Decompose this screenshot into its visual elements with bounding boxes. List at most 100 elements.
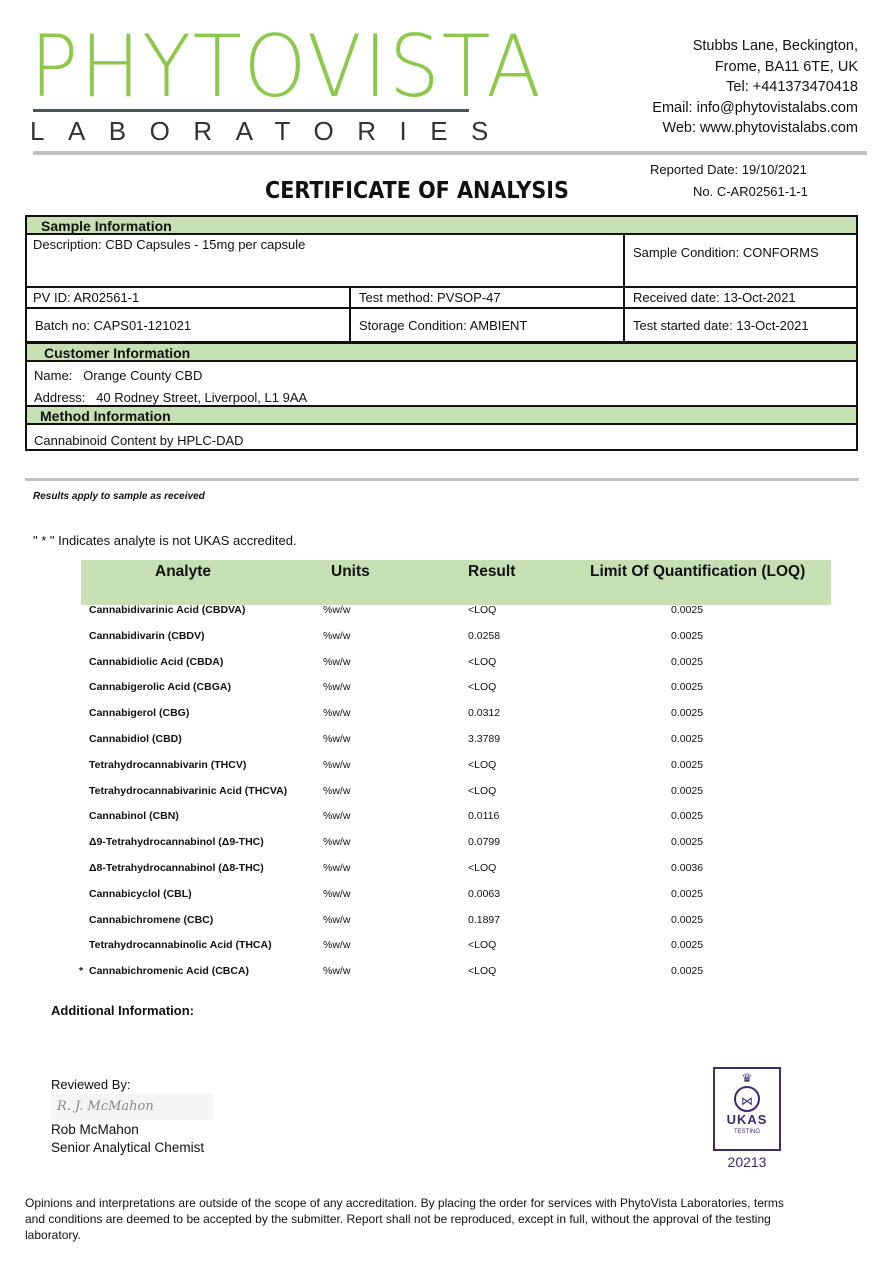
ukas-text: UKAS [726, 1112, 768, 1127]
analyte-name: Cannabichromenic Acid (CBCA) [89, 965, 250, 978]
telephone: Tel: +441373470418 [726, 79, 858, 95]
ukas-number: 20213 [727, 1154, 767, 1170]
page-title: CERTIFICATE OF ANALYSIS [265, 178, 569, 204]
ukas-logo: ♛ ⋈ UKAS TESTING [713, 1067, 781, 1151]
units: %w/w [323, 913, 351, 926]
ukas-note: " * " Indicates analyte is not UKAS accr… [33, 533, 297, 548]
storage-condition: Storage Condition: AMBIENT [349, 307, 625, 343]
received-date: Received date: 13-Oct-2021 [623, 286, 858, 309]
address-label: Address: [34, 390, 86, 405]
loq: 0.0036 [671, 862, 704, 874]
additional-info-label: Additional Information: [51, 1003, 194, 1018]
reported-date: Reported Date: 19/10/2021 [650, 162, 807, 177]
signature: R. J. McMahon [57, 1099, 154, 1114]
contact-block: Stubbs Lane, Beckington, Frome, BA11 6TE… [652, 36, 858, 139]
units: %w/w [323, 965, 351, 978]
loq: 0.0025 [671, 939, 704, 952]
analyte-name: Cannabichromene (CBC) [89, 913, 214, 926]
loq: 0.0025 [671, 810, 704, 823]
analyte-name: Tetrahydrocannabinolic Acid (THCA) [89, 939, 272, 952]
loq: 0.0025 [671, 887, 704, 900]
units: %w/w [323, 604, 351, 616]
logo-subtitle: LABORATORIES [30, 116, 512, 146]
result: 0.1897 [468, 913, 501, 926]
results-note: Results apply to sample as received [33, 491, 205, 502]
divider [33, 151, 867, 155]
result: <LOQ [468, 604, 497, 616]
customer-name: Orange County CBD [83, 368, 203, 383]
loq: 0.0025 [671, 733, 704, 745]
loq: 0.0025 [671, 758, 704, 771]
units: %w/w [323, 784, 351, 797]
units: %w/w [323, 681, 351, 694]
col-units: Units [331, 563, 370, 580]
ukas-sub: TESTING [733, 1129, 760, 1135]
units: %w/w [323, 655, 351, 668]
units: %w/w [323, 733, 351, 745]
loq: 0.0025 [671, 836, 704, 849]
result: 0.0063 [468, 887, 501, 900]
certificate-number: No. C-AR02561-1-1 [693, 184, 808, 199]
result: <LOQ [468, 758, 497, 771]
units: %w/w [323, 836, 351, 849]
result: 0.0799 [468, 836, 501, 849]
result: 0.0116 [468, 810, 500, 823]
col-result: Result [468, 563, 516, 580]
loq: 0.0025 [671, 604, 704, 616]
customer-details: Name: Orange County CBD Address: 40 Rodn… [25, 360, 858, 407]
result: 0.0312 [468, 707, 501, 720]
address-line: Frome, BA11 6TE, UK [714, 58, 858, 75]
reviewed-by-label: Reviewed By: [51, 1077, 131, 1092]
loq: 0.0025 [671, 965, 704, 978]
signature-image: R. J. McMahon [51, 1094, 213, 1120]
col-analyte: Analyte [155, 563, 211, 580]
accreditation-mark: * [79, 965, 84, 978]
customer-info-heading: Customer Information [25, 342, 858, 362]
loq: 0.0025 [671, 655, 704, 668]
col-loq: Limit Of Quantification (LOQ) [590, 563, 806, 580]
loq: 0.0025 [671, 707, 704, 720]
results-header: Analyte Units Result Limit Of Quantifica… [81, 560, 831, 605]
analyte-name: Tetrahydrocannabivarin (THCV) [89, 758, 247, 771]
sample-description: Description: CBD Capsules - 15mg per cap… [25, 233, 625, 288]
result: 0.0258 [468, 629, 501, 642]
analyte-name: Δ9-Tetrahydrocannabinol (Δ9-THC) [89, 836, 264, 849]
units: %w/w [323, 887, 351, 900]
result: <LOQ [468, 655, 497, 668]
result: <LOQ [468, 939, 497, 952]
name-label: Name: [34, 368, 73, 383]
ukas-emblem-icon: ⋈ [734, 1086, 760, 1112]
analyte-name: Cannabigerolic Acid (CBGA) [89, 681, 231, 694]
reviewer-name: Rob McMahon [51, 1122, 139, 1137]
result: <LOQ [468, 681, 497, 694]
reviewer-role: Senior Analytical Chemist [51, 1140, 205, 1155]
email: Email: info@phytovistalabs.com [652, 99, 858, 116]
analyte-name: Cannabigerol (CBG) [89, 707, 190, 720]
batch-number: Batch no: CAPS01-121021 [25, 307, 351, 343]
analyte-name: Cannabidivarinic Acid (CBDVA) [89, 604, 246, 616]
analyte-name: Cannabidiol (CBD) [89, 733, 182, 745]
disclaimer: Opinions and interpretations are outside… [25, 1196, 784, 1242]
units: %w/w [323, 629, 351, 642]
customer-address: 40 Rodney Street, Liverpool, L1 9AA [96, 390, 308, 405]
pv-id: PV ID: AR02561-1 [25, 286, 351, 309]
analyte-name: Δ8-Tetrahydrocannabinol (Δ8-THC) [89, 862, 264, 874]
loq: 0.0025 [671, 913, 704, 926]
website: Web: www.phytovistalabs.com [662, 120, 858, 136]
result: <LOQ [468, 784, 497, 797]
divider [25, 478, 859, 481]
analyte-name: Cannabinol (CBN) [89, 810, 179, 823]
analyte-name: Cannabidiolic Acid (CBDA) [89, 655, 224, 668]
address-line: Stubbs Lane, Beckington, [692, 38, 858, 54]
units: %w/w [323, 758, 351, 771]
sample-condition: Sample Condition: CONFORMS [623, 233, 858, 288]
method-info-heading: Method Information [25, 405, 858, 425]
units: %w/w [323, 862, 351, 874]
units: %w/w [323, 707, 351, 720]
crown-icon: ♛ [741, 1071, 753, 1085]
loq: 0.0025 [671, 784, 704, 797]
analyte-name: Cannabicyclol (CBL) [89, 887, 192, 900]
test-started-date: Test started date: 13-Oct-2021 [623, 307, 858, 343]
result: <LOQ [468, 862, 497, 874]
